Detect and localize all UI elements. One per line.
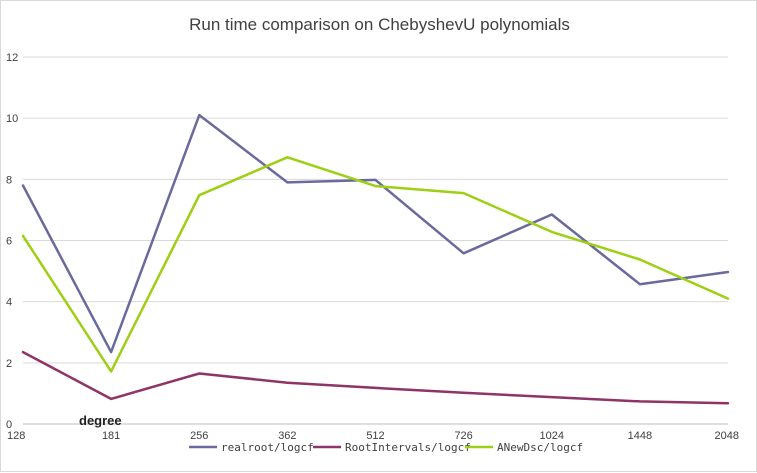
x-tick-label: 256 (190, 430, 208, 442)
x-tick-label: 181 (102, 430, 120, 442)
series-line-3 (21, 156, 730, 373)
y-tick-label: 12 (6, 52, 18, 64)
chart-title: Run time comparison on ChebyshevU polyno… (189, 15, 570, 34)
legend: realroot/logcf RootIntervals/logcf ANewDsc… (189, 441, 583, 454)
x-tick-label: 1448 (628, 430, 652, 442)
y-tick-label: 8 (6, 174, 12, 186)
gridlines (23, 56, 728, 425)
y-tick-label: 10 (6, 113, 18, 125)
y-tick-label: 0 (6, 419, 12, 431)
y-tick-label: 4 (6, 297, 12, 309)
legend-label: ANewDsc/logcf (497, 441, 583, 454)
x-tick-label: 362 (278, 430, 296, 442)
y-tick-label: 2 (6, 358, 12, 370)
x-tick-label: 128 (7, 430, 25, 442)
y-tick-label: 6 (6, 236, 12, 248)
series-lines (21, 113, 730, 405)
legend-label: RootIntervals/logcf (345, 441, 471, 454)
x-tick-label: 1024 (540, 430, 564, 442)
x-tick-label: 726 (454, 430, 472, 442)
legend-label: realroot/logcf (221, 441, 314, 454)
x-tick-label: 2048 (715, 430, 739, 442)
series-line-2 (21, 350, 730, 405)
y-axis-tick-labels: 0 2 4 6 8 10 12 (6, 52, 18, 431)
series-line-1 (21, 113, 730, 354)
x-axis-tick-labels: 128 181 256 362 512 726 1024 1448 2048 (7, 430, 739, 442)
degree-annotation: degree (79, 413, 122, 428)
x-tick-label: 512 (366, 430, 384, 442)
